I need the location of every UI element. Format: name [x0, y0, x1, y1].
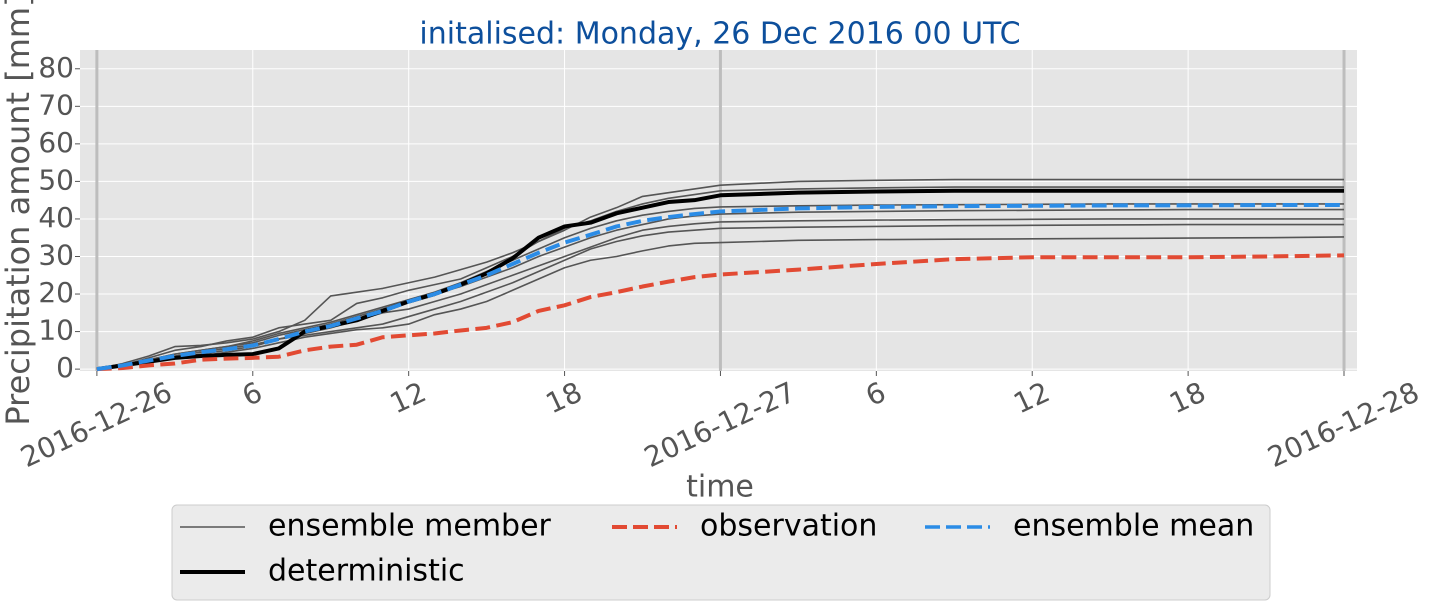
x-tick-label: 18 — [541, 375, 587, 420]
x-tick-label: 12 — [385, 375, 431, 420]
x-tick-label: 6 — [237, 375, 267, 412]
y-tick-label: 20 — [38, 276, 74, 309]
x-tick-label: 18 — [1164, 375, 1210, 420]
y-axis-label: Precipitation amount [mm] — [0, 0, 37, 426]
y-tick-label: 10 — [38, 314, 74, 347]
x-axis-label: time — [686, 470, 754, 505]
ensemble-member-line — [96, 178, 1345, 370]
legend-label: ensemble member — [268, 509, 552, 544]
ensemble-member-line — [96, 236, 1345, 370]
x-tick-label: 2016-12-28 — [1263, 375, 1424, 474]
legend-label: ensemble mean — [1013, 509, 1254, 544]
x-tick-label: 12 — [1008, 375, 1054, 420]
y-tick-label: 60 — [38, 126, 74, 159]
y-tick-label: 40 — [38, 201, 74, 234]
legend — [171, 504, 1271, 601]
y-tick-label: 70 — [38, 88, 74, 121]
y-tick-label: 80 — [38, 51, 74, 84]
x-tick-label: 6 — [861, 375, 891, 412]
series-line — [96, 253, 1345, 372]
y-tick-label: 30 — [38, 238, 74, 271]
series-line — [96, 188, 1345, 372]
legend-label: observation — [700, 509, 877, 544]
chart-title: initalised: Monday, 26 Dec 2016 00 UTC — [419, 17, 1020, 52]
series-line — [96, 203, 1345, 372]
y-tick-label: 50 — [38, 163, 74, 196]
legend-label: deterministic — [268, 554, 465, 589]
y-tick-label: 0 — [56, 351, 74, 384]
x-tick-label: 2016-12-26 — [16, 375, 177, 474]
ensemble-member-line — [96, 208, 1345, 370]
x-tick-label: 2016-12-27 — [639, 375, 800, 474]
